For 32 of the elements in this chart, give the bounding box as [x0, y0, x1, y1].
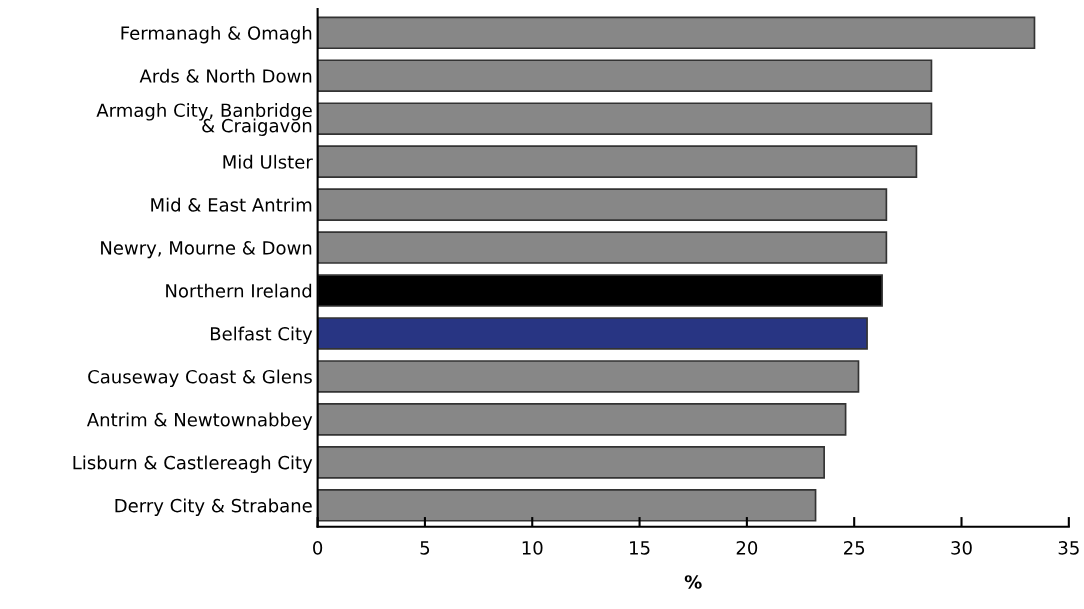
x-tick-label: 25 — [844, 540, 865, 555]
bar — [317, 403, 847, 436]
y-tick-label: Newry, Mourne & Down — [101, 241, 312, 259]
x-tick-label: 5 — [420, 541, 430, 555]
y-tick-label: Mid Ulster — [223, 154, 313, 169]
bar — [317, 16, 1036, 50]
x-tick-label: 0 — [313, 540, 323, 555]
x-tick-label: 20 — [736, 540, 758, 555]
bar — [317, 446, 825, 479]
bar — [317, 360, 860, 393]
y-tick-label: Derry City & Strabane — [115, 498, 312, 516]
bar — [317, 231, 888, 264]
x-axis-title: % — [684, 575, 702, 589]
bar — [317, 145, 918, 178]
x-tick-label: 30 — [951, 540, 972, 555]
y-tick-label: Mid & East Antrim — [151, 197, 312, 212]
x-tick-label: 10 — [522, 540, 543, 555]
x-tick-label: 15 — [630, 541, 650, 555]
bar — [317, 489, 817, 522]
y-tick-label: Northern Ireland — [166, 283, 312, 298]
y-tick-label: Lisburn & Castlereagh City — [73, 455, 313, 473]
bar — [317, 59, 933, 93]
y-tick-label: Antrim & Newtownabbey — [86, 412, 313, 430]
bar — [317, 188, 888, 221]
bar — [317, 102, 933, 135]
y-tick-label: Belfast City — [210, 326, 313, 345]
y-tick-label: Ards & North Down — [139, 68, 312, 83]
y-tick-label: Causeway Coast & Glens — [88, 369, 312, 388]
y-tick-label: Armagh City, Banbridge & Craigavon — [96, 103, 312, 136]
x-tick-label: 35 — [1058, 540, 1079, 555]
bar — [317, 317, 868, 350]
y-tick-label: Fermanagh & Omagh — [121, 25, 312, 44]
